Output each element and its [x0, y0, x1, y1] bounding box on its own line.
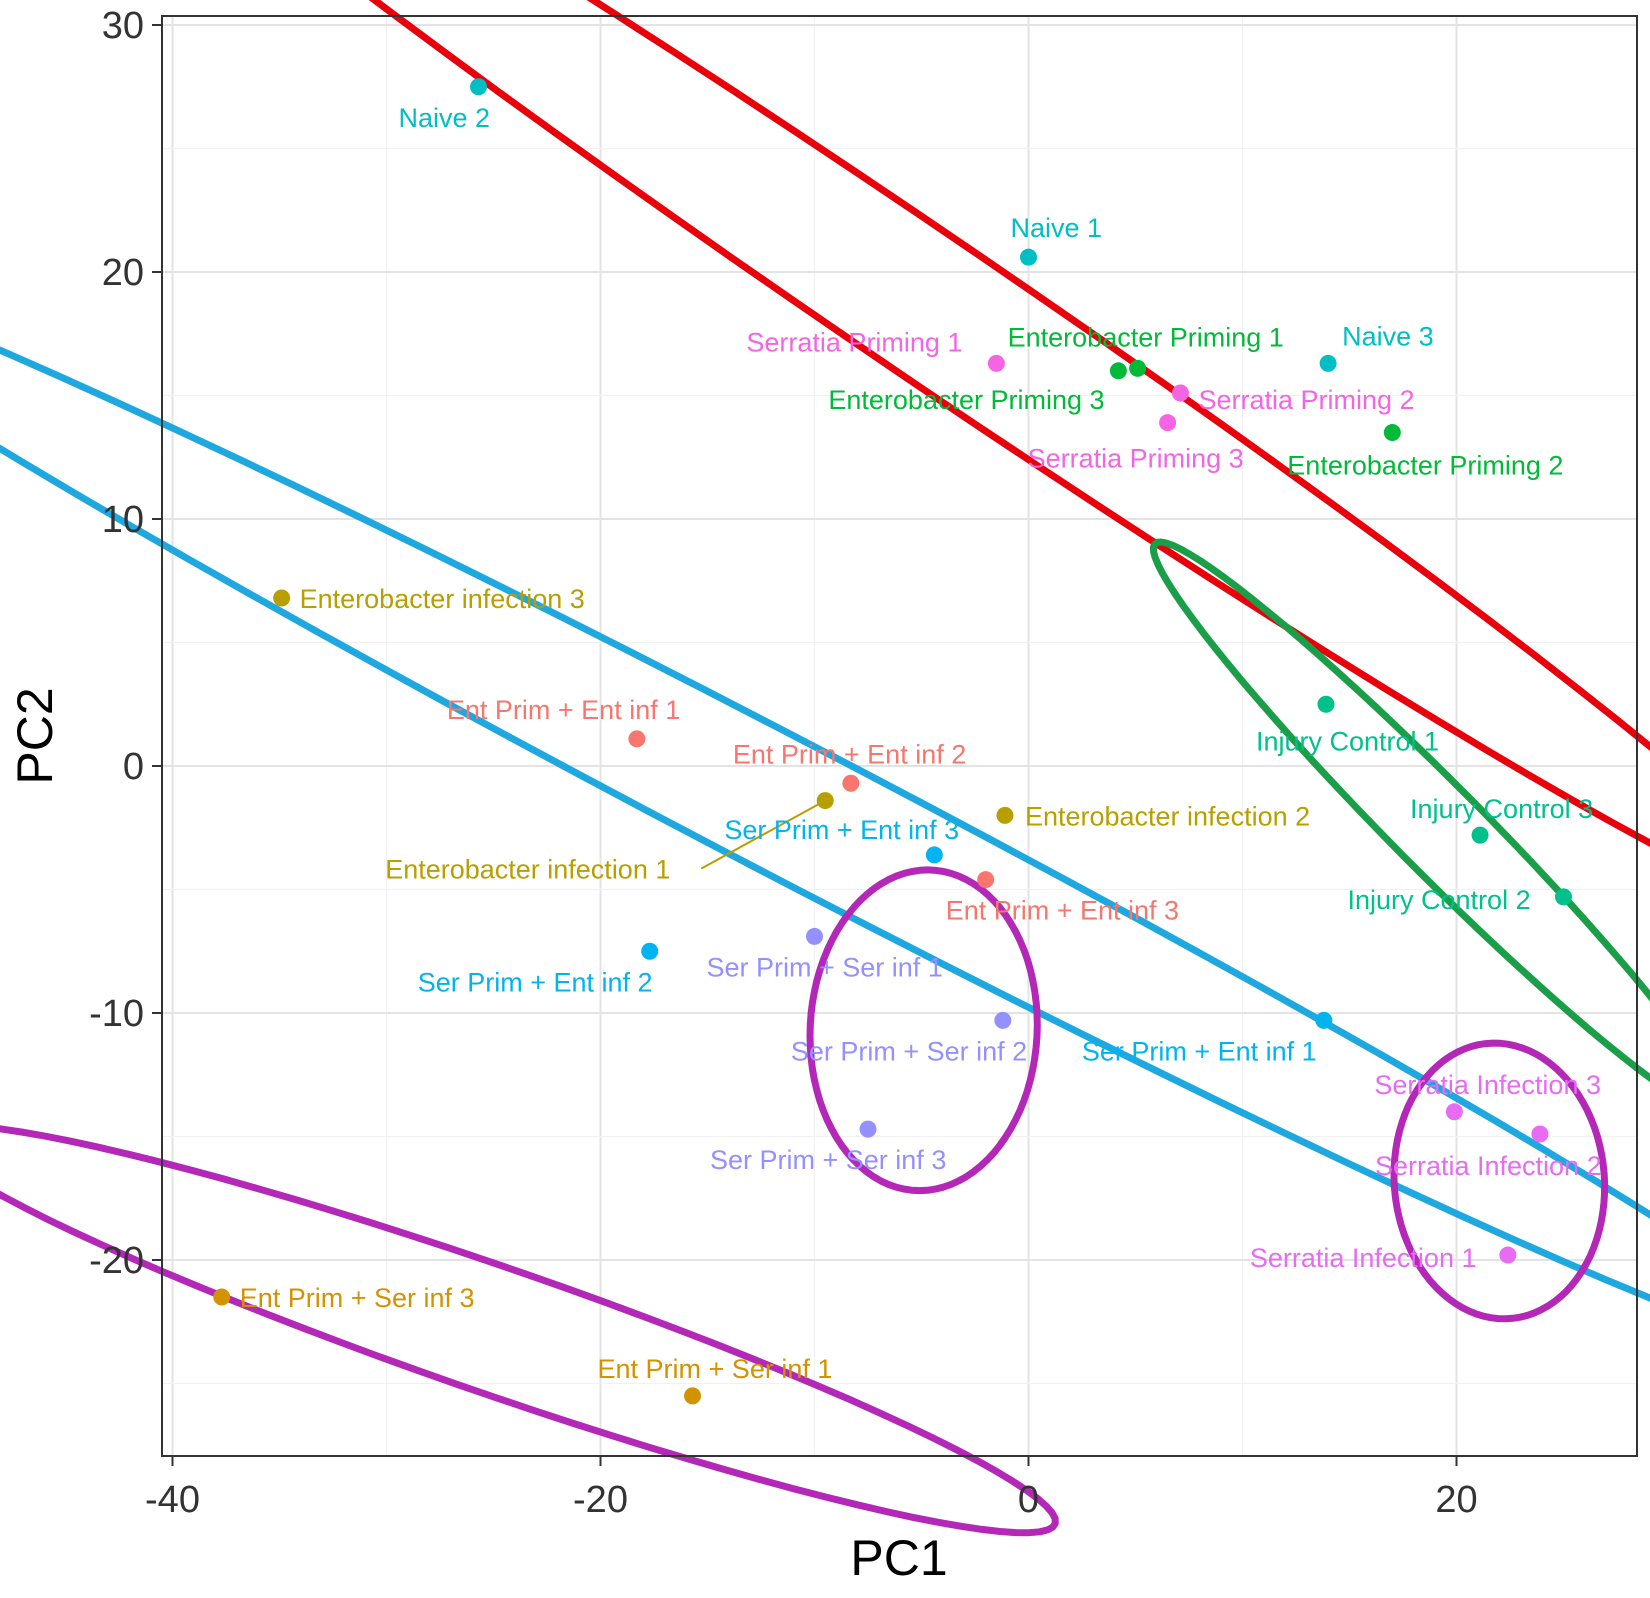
data-point — [859, 1120, 877, 1138]
data-point — [925, 846, 943, 864]
x-tick-label: 0 — [1018, 1479, 1039, 1521]
point-label: Naive 1 — [1011, 213, 1103, 243]
point-label: Enterobacter infection 2 — [1025, 801, 1310, 831]
point-label: Injury Control 2 — [1348, 885, 1531, 915]
point-label: Enterobacter Priming 3 — [828, 385, 1104, 415]
plot-border — [161, 15, 1638, 1457]
data-point — [1531, 1125, 1549, 1143]
data-point — [684, 1387, 702, 1405]
data-point — [1499, 1246, 1517, 1264]
y-tick-label: -20 — [89, 1240, 144, 1282]
y-tick-label: -10 — [89, 993, 144, 1035]
point-label: Enterobacter Priming 2 — [1287, 451, 1563, 481]
data-point — [1020, 248, 1037, 266]
point-label: Ent Prim + Ent inf 3 — [946, 896, 1179, 926]
x-tick-label: 20 — [1435, 1479, 1477, 1521]
point-label: Ser Prim + Ent inf 3 — [724, 815, 959, 845]
data-point — [273, 589, 291, 607]
data-point — [996, 806, 1014, 824]
data-point — [806, 927, 823, 945]
plot-background — [162, 16, 1637, 1456]
x-tick-label: -20 — [573, 1479, 628, 1521]
data-point — [816, 792, 834, 810]
cluster-ellipse — [368, 0, 1650, 847]
data-point — [994, 1011, 1012, 1029]
data-point — [213, 1288, 231, 1306]
point-label: Serratia Priming 3 — [1028, 444, 1244, 474]
cluster-ellipse — [1149, 538, 1650, 1083]
point-label: Ent Prim + Ser inf 1 — [598, 1354, 833, 1384]
point-label: Injury Control 3 — [1410, 794, 1593, 824]
point-label: Enterobacter infection 3 — [300, 584, 585, 614]
data-points — [213, 78, 1572, 1405]
data-point — [987, 354, 1005, 372]
data-point — [628, 730, 646, 748]
point-label: Ser Prim + Ser inf 2 — [791, 1036, 1027, 1066]
y-tick-label: 10 — [102, 499, 144, 541]
data-point — [842, 774, 860, 792]
point-label: Ent Prim + Ser inf 3 — [240, 1283, 475, 1313]
data-point — [470, 78, 488, 96]
point-label: Serratia Priming 1 — [746, 327, 962, 357]
point-label: Naive 3 — [1342, 321, 1434, 351]
point-label: Enterobacter infection 1 — [385, 855, 670, 885]
point-label: Ent Prim + Ent inf 2 — [733, 739, 966, 769]
data-point — [1383, 424, 1401, 442]
point-label: Serratia Infection 2 — [1375, 1151, 1602, 1181]
data-point — [1471, 826, 1489, 844]
grid-lines — [162, 16, 1637, 1456]
point-label: Serratia Priming 2 — [1198, 385, 1414, 415]
data-point — [1109, 362, 1127, 380]
data-point — [1555, 888, 1572, 906]
data-point — [1129, 359, 1147, 377]
point-label: Ser Prim + Ent inf 1 — [1082, 1036, 1317, 1066]
data-point — [977, 871, 995, 889]
leader-line — [700, 799, 826, 870]
data-point — [641, 942, 659, 960]
data-point — [1159, 414, 1177, 432]
y-tick-label: 0 — [123, 746, 144, 788]
point-label: Naive 2 — [399, 103, 491, 133]
point-label: Ser Prim + Ser inf 3 — [710, 1145, 946, 1175]
y-tick-label: 30 — [102, 5, 144, 47]
point-label: Ser Prim + Ent inf 2 — [418, 967, 653, 997]
data-point — [1445, 1103, 1463, 1121]
point-label: Serratia Infection 3 — [1374, 1070, 1601, 1100]
cluster-ellipse — [1390, 1039, 1609, 1323]
data-point — [1317, 695, 1335, 713]
point-label: Injury Control 1 — [1256, 726, 1439, 756]
data-point — [1315, 1011, 1333, 1029]
cluster-ellipse — [806, 866, 1041, 1195]
cluster-ellipse — [0, 1125, 1059, 1537]
point-label: Enterobacter Priming 1 — [1008, 322, 1284, 352]
axes: -40 -20 0 20 30 20 10 0 -10 -20 — [89, 5, 1478, 1521]
point-label: Ser Prim + Ser inf 1 — [707, 952, 943, 982]
x-tick-label: -40 — [145, 1479, 200, 1521]
point-label: Ent Prim + Ent inf 1 — [447, 695, 680, 725]
data-point — [1171, 384, 1189, 402]
y-tick-label: 20 — [102, 252, 144, 294]
point-labels: Naive 2 Naive 1 Naive 3 Serratia Priming 1 S… — [240, 103, 1602, 1384]
data-point — [1319, 354, 1337, 372]
point-label: Serratia Infection 1 — [1250, 1243, 1477, 1273]
y-axis-title: PC2 — [7, 687, 63, 784]
x-axis-title: PC1 — [850, 1530, 947, 1586]
